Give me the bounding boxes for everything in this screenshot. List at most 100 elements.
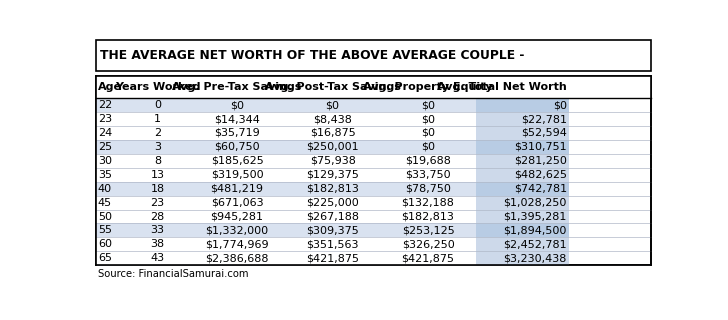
Text: $0: $0 (325, 100, 339, 110)
Text: 45: 45 (98, 198, 112, 208)
Bar (476, 98, 569, 112)
Text: $19,688: $19,688 (405, 156, 451, 166)
Bar (476, 182, 569, 196)
Bar (95, 112, 476, 126)
Bar (476, 251, 569, 265)
Bar (95, 76, 651, 265)
Text: $310,751: $310,751 (514, 142, 567, 152)
Text: $0: $0 (553, 100, 567, 110)
Text: 55: 55 (98, 226, 112, 236)
Text: 43: 43 (151, 253, 165, 263)
Text: $742,781: $742,781 (514, 184, 567, 194)
Text: $1,774,969: $1,774,969 (205, 239, 269, 249)
Text: $281,250: $281,250 (514, 156, 567, 166)
Text: $75,938: $75,938 (309, 156, 355, 166)
Bar (95, 251, 476, 265)
Text: $132,188: $132,188 (402, 198, 454, 208)
Bar (95, 182, 476, 196)
Text: $326,250: $326,250 (402, 239, 454, 249)
Text: $182,813: $182,813 (306, 184, 359, 194)
Text: 60: 60 (98, 239, 112, 249)
Bar (95, 40, 651, 71)
Text: Years Worked: Years Worked (115, 82, 200, 92)
Bar (476, 210, 569, 223)
Bar (95, 76, 651, 98)
Bar (476, 112, 569, 126)
Text: 28: 28 (150, 212, 165, 221)
Text: $2,452,781: $2,452,781 (503, 239, 567, 249)
Bar (95, 154, 476, 168)
Text: $22,781: $22,781 (521, 114, 567, 124)
Text: 2: 2 (154, 128, 161, 138)
Text: 18: 18 (151, 184, 165, 194)
Text: 13: 13 (151, 170, 165, 180)
Text: $1,395,281: $1,395,281 (504, 212, 567, 221)
Text: THE AVERAGE NET WORTH OF THE ABOVE AVERAGE COUPLE -: THE AVERAGE NET WORTH OF THE ABOVE AVERA… (100, 49, 529, 62)
Text: Avg. Property Equity: Avg. Property Equity (363, 82, 493, 92)
Text: $0: $0 (421, 114, 435, 124)
Text: 38: 38 (151, 239, 165, 249)
Bar (95, 98, 476, 112)
Text: $481,219: $481,219 (210, 184, 264, 194)
Text: $0: $0 (421, 100, 435, 110)
Text: $14,344: $14,344 (214, 114, 260, 124)
Bar (95, 223, 476, 237)
Text: $35,719: $35,719 (214, 128, 260, 138)
Text: Avg. Total Net Worth: Avg. Total Net Worth (437, 82, 567, 92)
Text: 23: 23 (151, 198, 165, 208)
Text: 33: 33 (151, 226, 165, 236)
Text: $0: $0 (421, 142, 435, 152)
Text: $267,188: $267,188 (306, 212, 359, 221)
Bar (476, 126, 569, 140)
Text: $60,750: $60,750 (214, 142, 260, 152)
Text: 50: 50 (98, 212, 112, 221)
Bar (476, 140, 569, 154)
Bar (476, 237, 569, 251)
Text: Age: Age (98, 82, 122, 92)
Bar (476, 168, 569, 182)
Text: $2,386,688: $2,386,688 (205, 253, 269, 263)
Text: Avg. Pre-Tax Savings: Avg. Pre-Tax Savings (173, 82, 302, 92)
Bar (95, 237, 476, 251)
Text: $945,281: $945,281 (210, 212, 264, 221)
Text: $1,894,500: $1,894,500 (504, 226, 567, 236)
Text: $1,332,000: $1,332,000 (205, 226, 269, 236)
Bar (476, 154, 569, 168)
Text: Avg. Post-Tax Savings: Avg. Post-Tax Savings (265, 82, 400, 92)
Bar (95, 126, 476, 140)
Bar (95, 210, 476, 223)
Text: $421,875: $421,875 (306, 253, 359, 263)
Text: Source: FinancialSamurai.com: Source: FinancialSamurai.com (98, 269, 248, 279)
Text: 3: 3 (154, 142, 161, 152)
Bar (95, 196, 476, 210)
Text: 1: 1 (154, 114, 161, 124)
Text: 24: 24 (98, 128, 112, 138)
Text: $3,230,438: $3,230,438 (504, 253, 567, 263)
Text: $225,000: $225,000 (306, 198, 359, 208)
Text: 22: 22 (98, 100, 112, 110)
Text: $129,375: $129,375 (306, 170, 359, 180)
Text: $253,125: $253,125 (402, 226, 454, 236)
Bar (476, 223, 569, 237)
Text: 0: 0 (154, 100, 161, 110)
Text: 30: 30 (98, 156, 112, 166)
Text: $182,813: $182,813 (402, 212, 454, 221)
Text: 8: 8 (154, 156, 161, 166)
Text: 35: 35 (98, 170, 112, 180)
Bar (95, 168, 476, 182)
Text: $33,750: $33,750 (405, 170, 451, 180)
Text: 65: 65 (98, 253, 112, 263)
Text: $309,375: $309,375 (306, 226, 359, 236)
Text: $8,438: $8,438 (313, 114, 352, 124)
Text: 40: 40 (98, 184, 112, 194)
Text: $0: $0 (421, 128, 435, 138)
Bar (95, 140, 476, 154)
Text: $421,875: $421,875 (402, 253, 454, 263)
Text: 23: 23 (98, 114, 112, 124)
Text: $1,028,250: $1,028,250 (504, 198, 567, 208)
Text: $16,875: $16,875 (309, 128, 355, 138)
Text: $0: $0 (230, 100, 244, 110)
Text: $250,001: $250,001 (306, 142, 359, 152)
Text: $482,625: $482,625 (514, 170, 567, 180)
Text: 25: 25 (98, 142, 112, 152)
